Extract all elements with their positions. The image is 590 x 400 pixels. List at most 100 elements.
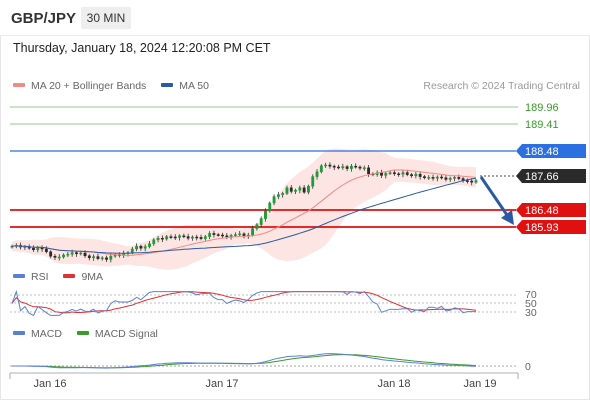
candle-bearish xyxy=(53,255,57,258)
candle-bullish xyxy=(191,236,194,239)
candle-bearish xyxy=(44,248,48,253)
header-bar: GBP/JPY 30 MIN xyxy=(0,0,590,36)
rsi-30-label: 30 xyxy=(525,307,537,319)
candle-bullish xyxy=(178,235,181,238)
bollinger-band-area xyxy=(12,148,476,270)
resistance1-label: 189.41 xyxy=(525,119,559,131)
support1-label: 186.48 xyxy=(525,205,559,217)
candle-bearish xyxy=(32,247,35,251)
legend-rsi: RSI xyxy=(13,271,49,283)
macd-line xyxy=(12,353,477,369)
rsi-legend: RSI 9MA xyxy=(13,271,115,283)
candle-bullish xyxy=(276,194,280,197)
support1-tag: 186.48 xyxy=(516,203,586,217)
bollinger-band xyxy=(12,148,476,270)
candle-bearish xyxy=(242,233,246,237)
candle-bearish xyxy=(405,172,409,175)
rsi-line xyxy=(11,289,476,317)
candle-bullish xyxy=(285,187,289,194)
candle-bullish xyxy=(388,172,392,174)
candle-bearish xyxy=(418,173,422,177)
candle-bullish xyxy=(156,237,160,241)
candle-bullish xyxy=(165,236,169,240)
candle-bullish xyxy=(79,252,83,255)
candle-bearish xyxy=(49,251,53,257)
candle-bullish xyxy=(203,236,207,239)
legend-ma50: MA 50 xyxy=(161,80,209,92)
candle-bearish xyxy=(465,180,469,182)
candle-bullish xyxy=(251,228,255,236)
candle-bearish xyxy=(431,177,435,179)
candle-bullish xyxy=(135,245,139,250)
candle-bullish xyxy=(208,233,212,237)
timeframe-button[interactable]: 30 MIN xyxy=(81,7,131,29)
rsi-70-label: 70 xyxy=(525,289,537,301)
candle-bearish xyxy=(289,187,293,192)
candle-bullish xyxy=(255,224,259,229)
candle-bearish xyxy=(221,234,224,237)
candle-bullish xyxy=(272,196,276,204)
candle-bullish xyxy=(453,177,456,179)
candle-bearish xyxy=(358,166,362,169)
candle-bullish xyxy=(264,210,267,219)
candle-bearish xyxy=(186,236,190,239)
legend-ma20-bollinger: MA 20 + Bollinger Bands xyxy=(13,80,146,92)
support2-label: 185.93 xyxy=(525,222,559,234)
x-tick-label: Jan 16 xyxy=(33,378,66,390)
candle-bearish xyxy=(457,177,461,179)
candle-bullish xyxy=(100,257,104,260)
legend-swatch xyxy=(76,331,89,336)
pivot-tag: 188.48 xyxy=(516,144,586,158)
candle-bearish xyxy=(212,233,216,235)
candle-bearish xyxy=(199,237,203,239)
candle-bearish xyxy=(392,172,396,175)
candle-bullish xyxy=(36,247,40,251)
legend-swatch xyxy=(13,331,25,336)
candle-bullish xyxy=(92,256,96,259)
candle-bullish xyxy=(233,234,237,236)
candle-bullish xyxy=(66,253,70,256)
macd-zero-label: 0 xyxy=(525,361,531,373)
candle-bullish xyxy=(294,189,297,192)
last-price-tag: 187.66 xyxy=(516,169,586,183)
rsi-50-label: 50 xyxy=(525,298,537,310)
candle-bullish xyxy=(324,164,328,167)
candle-bearish xyxy=(216,234,220,236)
candle-bullish xyxy=(152,239,156,245)
chart-datetime: Thursday, January 18, 2024 12:20:08 PM C… xyxy=(13,41,271,55)
candle-bullish xyxy=(448,177,452,180)
candle-bullish xyxy=(109,255,113,260)
candle-bearish xyxy=(105,257,108,260)
candle-bullish xyxy=(435,176,439,179)
legend-swatch xyxy=(13,274,25,279)
forecast-arrow xyxy=(479,176,514,225)
candle-bullish xyxy=(341,166,345,169)
candle-bullish xyxy=(259,218,263,225)
candle-bullish xyxy=(427,177,431,179)
candle-bullish xyxy=(143,246,147,249)
copyright-text: Research © 2024 Trading Central xyxy=(423,80,580,92)
candle-bearish xyxy=(182,235,186,238)
legend-rsi-9ma: 9MA xyxy=(63,271,103,283)
candle-bullish xyxy=(268,202,272,212)
pivot-label: 188.48 xyxy=(525,146,559,158)
legend-swatch xyxy=(161,83,174,88)
candle-bullish xyxy=(319,165,323,173)
candle-bullish xyxy=(57,256,61,259)
x-tick-label: Jan 17 xyxy=(205,378,238,390)
candle-bullish xyxy=(311,176,315,187)
candle-bearish xyxy=(410,174,413,177)
support2-tag: 185.93 xyxy=(516,220,586,234)
symbol-title: GBP/JPY xyxy=(11,10,77,27)
candle-bearish xyxy=(169,236,173,238)
candle-bullish xyxy=(238,233,242,236)
macd-legend: MACD MACD Signal xyxy=(13,328,170,340)
candle-bullish xyxy=(315,171,319,177)
candle-bearish xyxy=(470,180,474,183)
candle-bearish xyxy=(87,255,91,259)
candle-bearish xyxy=(75,252,78,255)
candle-bearish xyxy=(397,173,401,176)
legend-swatch xyxy=(63,274,76,279)
candle-bullish xyxy=(307,185,310,193)
